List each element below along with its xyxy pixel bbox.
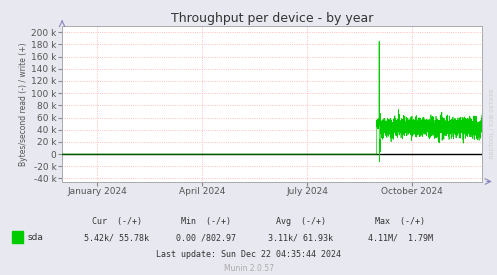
Text: Munin 2.0.57: Munin 2.0.57	[224, 264, 273, 273]
Text: Cur  (-/+): Cur (-/+)	[92, 217, 142, 226]
Text: RRDTOOL / TOBI OETIKER: RRDTOOL / TOBI OETIKER	[490, 89, 495, 158]
Text: 4.11M/  1.79M: 4.11M/ 1.79M	[368, 233, 432, 242]
Text: sda: sda	[27, 233, 43, 241]
Text: 0.00 /802.97: 0.00 /802.97	[176, 233, 236, 242]
Text: 3.11k/ 61.93k: 3.11k/ 61.93k	[268, 233, 333, 242]
Y-axis label: Bytes/second read (-) / write (+): Bytes/second read (-) / write (+)	[19, 42, 28, 166]
Text: Last update: Sun Dec 22 04:35:44 2024: Last update: Sun Dec 22 04:35:44 2024	[156, 250, 341, 259]
Text: Avg  (-/+): Avg (-/+)	[276, 217, 326, 226]
Text: Min  (-/+): Min (-/+)	[181, 217, 231, 226]
Text: 5.42k/ 55.78k: 5.42k/ 55.78k	[84, 233, 149, 242]
Text: Max  (-/+): Max (-/+)	[375, 217, 425, 226]
Title: Throughput per device - by year: Throughput per device - by year	[171, 12, 373, 25]
